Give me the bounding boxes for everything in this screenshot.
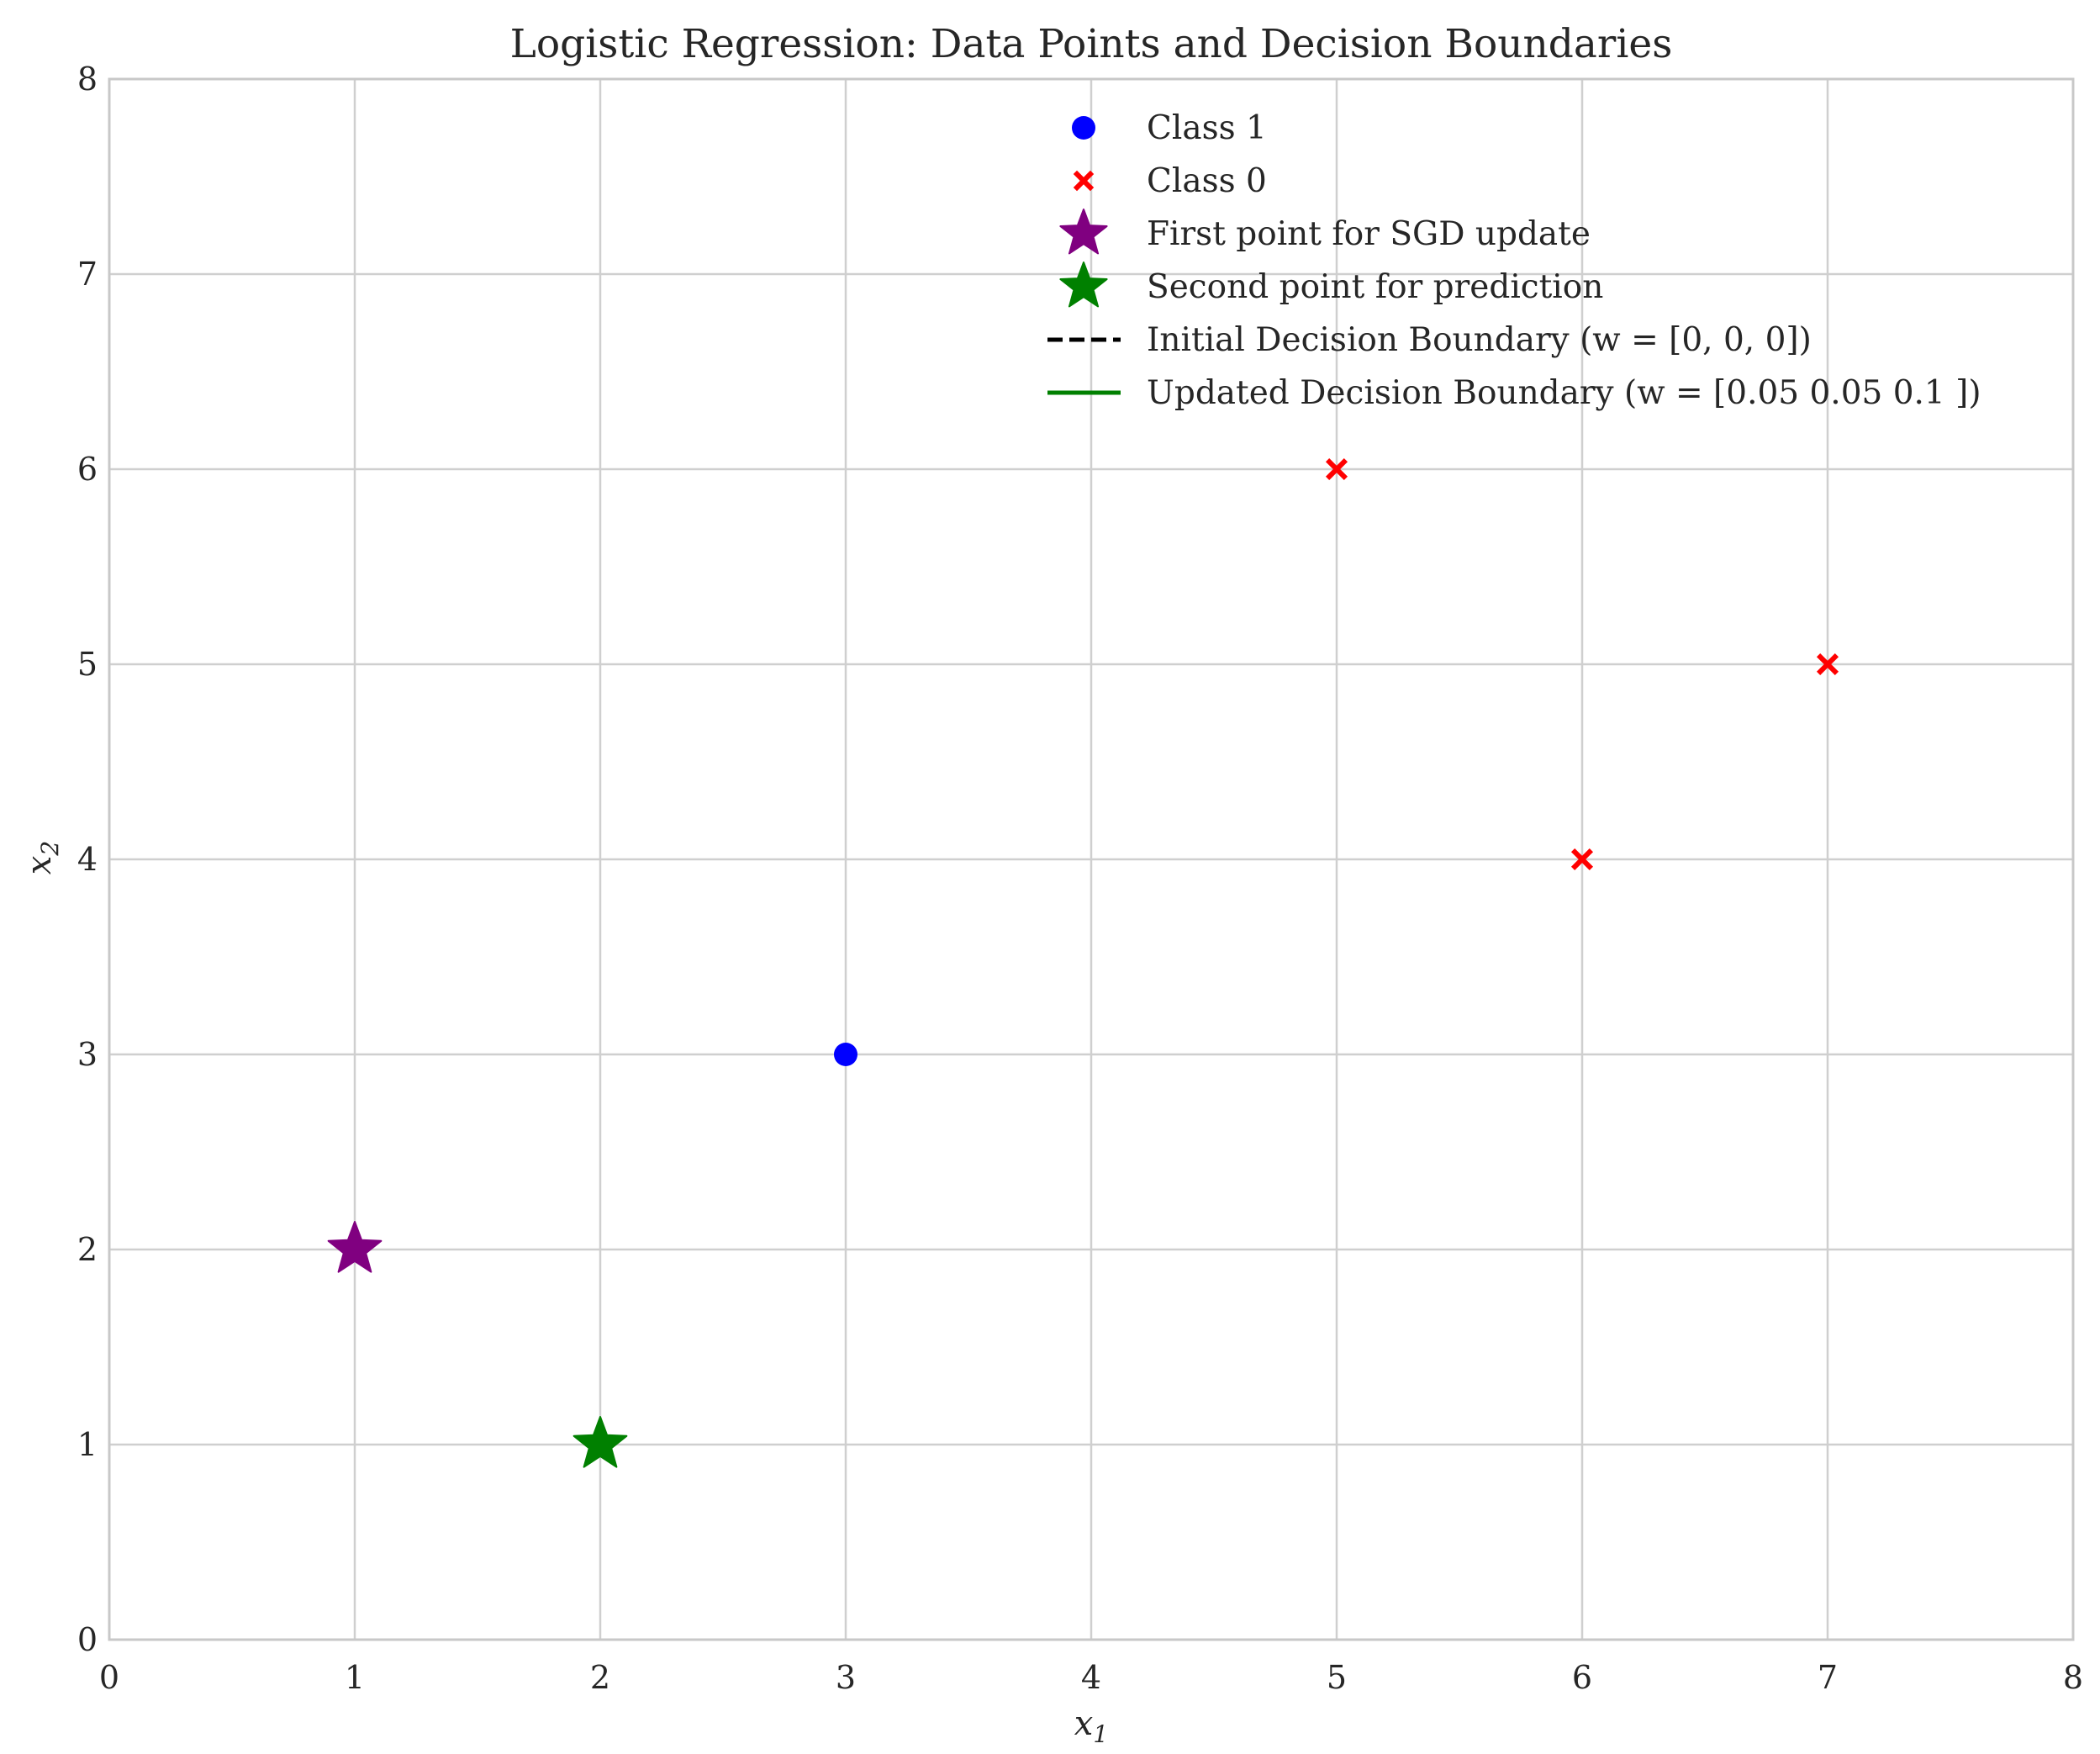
y-tick-label: 1 <box>77 1426 98 1463</box>
x-tick-label: 2 <box>590 1659 610 1696</box>
legend-marker <box>1059 262 1108 308</box>
data-point <box>834 1043 857 1066</box>
x-tick-label: 6 <box>1572 1659 1592 1696</box>
data-markers <box>327 457 1839 1468</box>
y-tick-label: 2 <box>77 1231 98 1268</box>
legend-marker-stroke-b <box>1073 170 1095 192</box>
x-tick-label: 0 <box>99 1659 119 1696</box>
x-tick-label: 3 <box>836 1659 856 1696</box>
y-tick-label: 3 <box>77 1036 98 1073</box>
x-tick-label: 7 <box>1818 1659 1838 1696</box>
legend-marker <box>1073 170 1095 192</box>
legend-label: Class 1 <box>1147 109 1267 147</box>
x-tick-label: 4 <box>1081 1659 1101 1696</box>
legend-item: First point for SGD update <box>1059 209 1591 255</box>
legend-label: Second point for prediction <box>1147 268 1603 306</box>
data-point <box>1816 652 1839 676</box>
x-tick-label: 1 <box>345 1659 365 1696</box>
data-point <box>572 1416 628 1468</box>
data-point <box>1570 848 1594 871</box>
y-tick-label: 5 <box>77 646 98 683</box>
legend-label: Initial Decision Boundary (w = [0, 0, 0]… <box>1147 321 1812 359</box>
y-tick-label: 7 <box>77 256 98 293</box>
legend-item: Class 1 <box>1072 109 1267 147</box>
legend-item: Updated Decision Boundary (w = [0.05 0.0… <box>1047 374 1981 412</box>
data-point <box>1325 457 1348 481</box>
legend-label: First point for SGD update <box>1147 215 1591 253</box>
x-tick-label: 5 <box>1327 1659 1347 1696</box>
legend-item: Class 0 <box>1073 162 1267 200</box>
y-tick-label: 4 <box>77 841 98 878</box>
y-tick-label: 6 <box>77 451 98 488</box>
legend-marker <box>1072 116 1095 140</box>
data-point-stroke-b <box>1816 652 1839 676</box>
data-point <box>327 1221 383 1273</box>
tick-labels: 0 1 2 3 4 5 6 7 8 0 1 2 3 4 5 6 7 8 <box>77 61 2083 1696</box>
legend-marker <box>1059 209 1108 255</box>
legend-item: Second point for prediction <box>1059 262 1603 308</box>
y-tick-label: 8 <box>77 61 98 98</box>
y-axis-label: x2 <box>20 841 64 874</box>
y-tick-label: 0 <box>77 1621 98 1658</box>
legend: Class 1 Class 0 First point for SGD update… <box>1047 109 1981 412</box>
x-axis-label: x1 <box>1074 1704 1108 1748</box>
data-point-stroke-b <box>1325 457 1348 481</box>
legend-label: Class 0 <box>1147 162 1267 200</box>
data-point-stroke-b <box>1570 848 1594 871</box>
plot-frame <box>108 77 2075 1641</box>
chart-title: Logistic Regression: Data Points and Dec… <box>510 21 1673 67</box>
legend-label: Updated Decision Boundary (w = [0.05 0.0… <box>1147 374 1981 412</box>
x-tick-label: 8 <box>2063 1659 2083 1696</box>
legend-item: Initial Decision Boundary (w = [0, 0, 0]… <box>1047 321 1812 359</box>
